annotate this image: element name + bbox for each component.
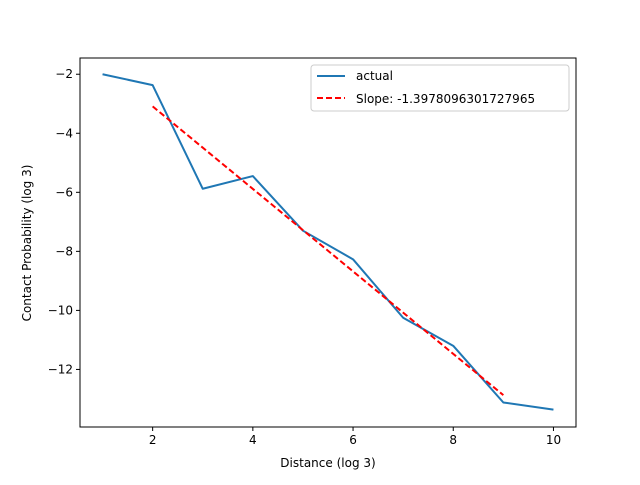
x-tick-label: 8	[449, 433, 457, 447]
y-tick-label: −10	[48, 303, 73, 317]
y-tick-label: −6	[55, 185, 73, 199]
x-tick-label: 10	[546, 433, 561, 447]
y-tick-label: −2	[55, 67, 73, 81]
legend-label-slope: Slope: -1.3978096301727965	[356, 92, 535, 106]
x-tick-label: 4	[249, 433, 257, 447]
series-layer	[102, 73, 554, 411]
y-tick-label: −4	[55, 126, 73, 140]
legend: actual Slope: -1.3978096301727965	[310, 64, 570, 112]
legend-label-actual: actual	[356, 69, 393, 83]
x-tick-label: 2	[149, 433, 157, 447]
x-axis-title: Distance (log 3)	[280, 456, 375, 470]
y-axis-title: Contact Probability (log 3)	[20, 165, 34, 322]
y-axis: −12 −10 −8 −6 −4 −2	[48, 67, 80, 376]
legend-box	[310, 64, 570, 112]
x-tick-label: 6	[349, 433, 357, 447]
y-tick-label: −12	[48, 362, 73, 376]
series-line-0	[102, 73, 554, 411]
series-line-1	[152, 105, 504, 396]
x-axis: 2 4 6 8 10	[149, 427, 561, 447]
y-tick-label: −8	[55, 244, 73, 258]
plot-area-frame	[79, 57, 577, 428]
